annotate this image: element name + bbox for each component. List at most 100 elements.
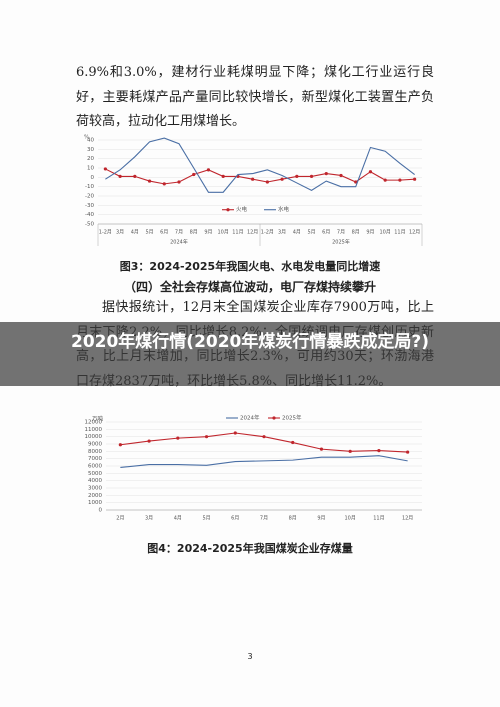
y-tick-label: 40 [87,138,94,144]
figure-caption: 图4：2024-2025年我国煤炭企业存煤量 [147,542,353,555]
y-tick-label: -30 [85,203,94,209]
data-point [103,167,107,171]
page-number: 3 [247,652,253,661]
data-point [309,174,314,178]
x-tick-label: 8月 [352,230,360,236]
data-point [383,178,387,182]
data-point [147,179,152,183]
data-point [354,180,358,184]
x-tick-label: 1-2月 [99,230,112,236]
y-tick-label: 5000 [88,471,102,477]
y-tick-label: 12000 [85,420,103,426]
data-point [251,177,255,181]
x-tick-label: 10月 [344,516,355,522]
legend-label: 火电 [236,205,248,213]
y-tick-label: 4000 [88,478,102,484]
x-tick-label: 12月 [409,230,420,236]
y-tick-label: -50 [85,222,94,228]
x-tick-label: 9月 [317,516,325,522]
data-point [177,180,181,184]
x-tick-label: 5月 [202,516,210,522]
y-tick-label: 11000 [85,427,103,433]
data-point [176,436,180,440]
data-point [377,449,381,453]
x-tick-label: 3月 [278,230,286,236]
y-tick-label: 9000 [88,442,102,448]
x-tick-label: 6月 [322,230,330,236]
data-point [221,174,225,178]
y-tick-label: -40 [85,212,94,218]
legend-label: 2024年 [240,414,260,422]
x-tick-label: 12月 [247,230,258,236]
x-group-label: 2025年 [332,239,350,246]
x-tick-label: 3月 [145,516,153,522]
x-tick-label: 8月 [190,230,198,236]
y-tick-label: 10000 [85,434,103,440]
x-tick-label: 1-2月 [261,230,274,236]
x-tick-label: 12月 [402,516,413,522]
legend-marker [272,416,276,420]
data-point [118,443,122,447]
data-point [339,173,343,178]
data-point [280,177,284,181]
overlay-title: 2020年煤行情(2020年煤炭行情暴跌成定局?) [0,322,500,386]
y-tick-label: 0 [91,175,95,181]
data-point [324,172,328,176]
x-tick-label: 11月 [373,516,384,522]
x-tick-label: 10月 [379,230,390,236]
x-group-label: 2024年 [170,239,188,246]
x-tick-label: 8月 [289,516,297,522]
x-tick-label: 10月 [217,230,228,236]
data-point [133,174,137,178]
x-tick-label: 4月 [293,230,301,236]
data-point [233,431,237,435]
x-tick-label: 5月 [307,230,315,236]
data-point [295,174,299,178]
y-tick-label: 6000 [88,464,102,470]
x-tick-label: 11月 [394,230,405,236]
x-tick-label: 2月 [116,516,124,522]
x-tick-label: 3月 [116,230,124,236]
data-point [147,439,151,443]
data-point [118,174,122,178]
y-tick-label: 3000 [88,486,102,492]
data-point [265,180,269,184]
data-point [319,447,324,451]
x-tick-label: 11月 [232,230,243,236]
legend-label: 2025年 [282,414,302,422]
x-tick-label: 7月 [260,516,268,522]
data-point [162,182,166,186]
y-tick-label: 8000 [88,449,102,455]
x-tick-label: 9月 [366,230,374,236]
y-axis-unit: 万吨 [92,415,104,423]
x-tick-label: 4月 [131,230,139,236]
data-point [262,435,266,439]
x-tick-label: 5月 [145,230,153,236]
legend-marker [226,208,230,212]
paragraph: 6.9%和3.0%，建材行业耗煤明显下降；煤化工行业运行良好，主要耗煤产品产量同… [76,65,434,129]
y-tick-label: -20 [85,194,94,200]
x-tick-label: 6月 [160,230,168,236]
data-line [105,168,415,185]
x-tick-label: 9月 [204,230,212,236]
figure-caption: 图3：2024-2025年我国火电、水电发电量同比增速 [119,260,381,273]
data-point [204,435,209,439]
chart: % -50 -40 -30 -20 -10 0 10 20 30 40 1-2月 3月 4月 5月 6月 7月 8… [84,135,423,246]
data-line [105,137,415,193]
x-tick-label: 7月 [175,230,183,236]
data-point [348,449,352,453]
data-point [398,178,402,182]
data-line [120,455,408,469]
section-heading: （四）全社会存煤高位波动，电厂存煤持续攀升 [123,280,376,294]
x-tick-label: 7月 [337,230,345,236]
y-tick-label: 2000 [88,493,102,499]
data-point [206,168,211,172]
y-axis-unit: % [84,135,89,141]
legend-label: 水电 [278,205,290,213]
y-tick-label: -10 [85,184,94,190]
y-tick-label: 10 [87,166,94,172]
x-tick-label: 4月 [174,516,182,522]
y-tick-label: 0 [99,508,103,514]
